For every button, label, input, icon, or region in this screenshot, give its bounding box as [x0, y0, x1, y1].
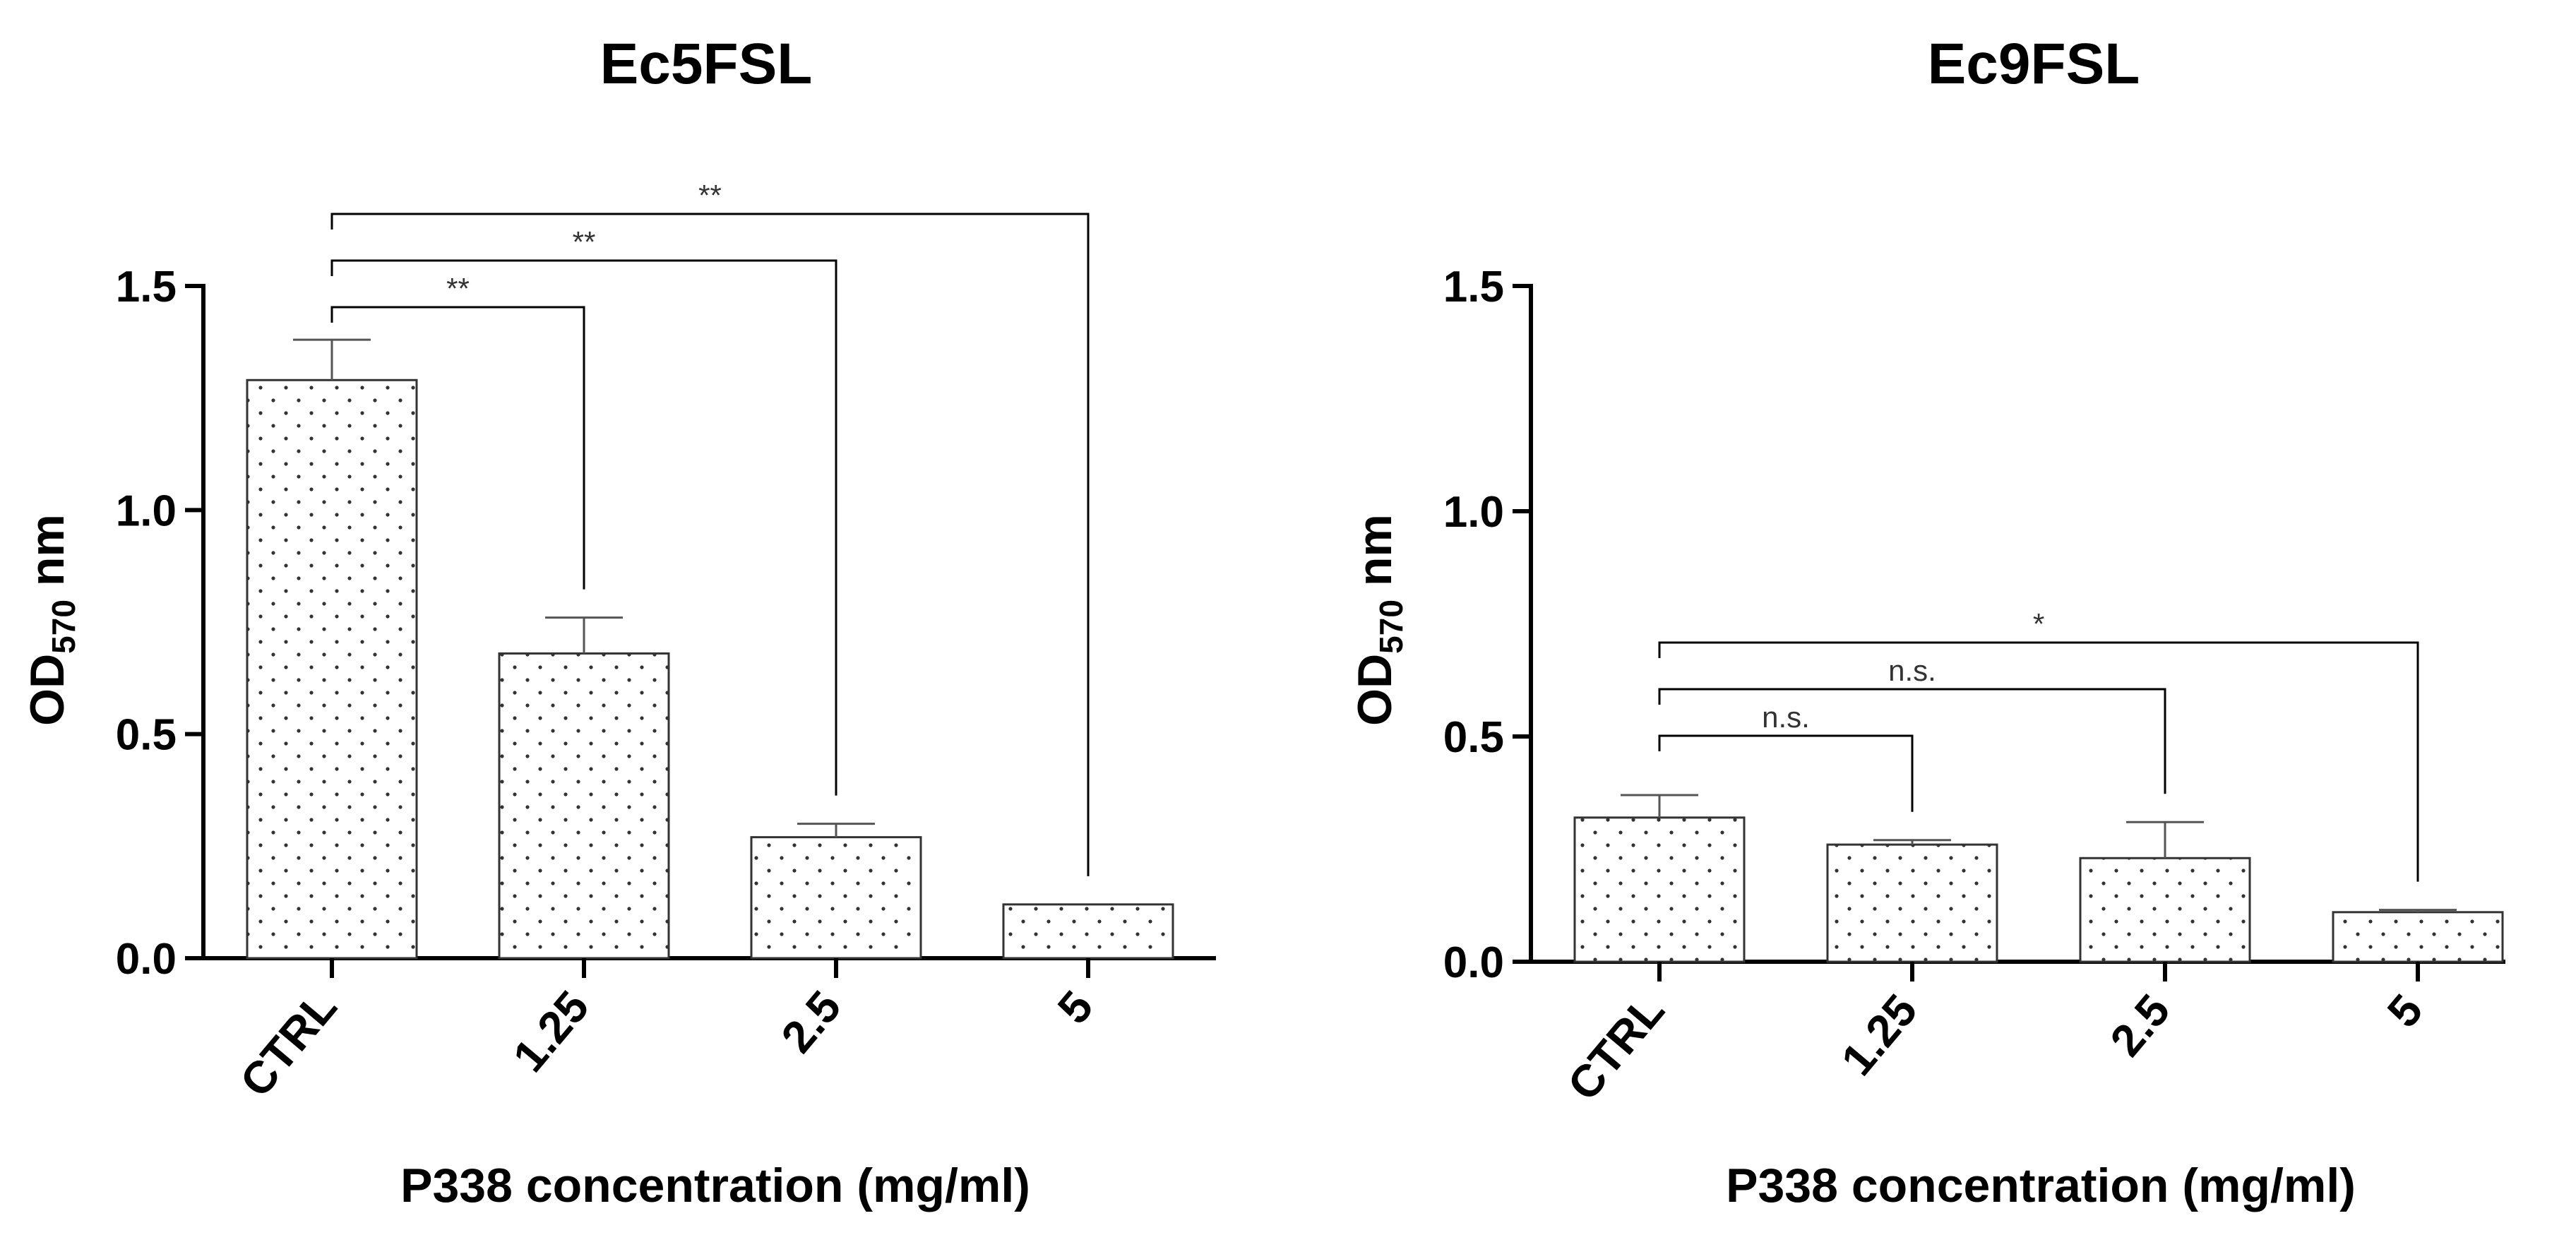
y-axis-title-subscript: 570 — [1373, 599, 1409, 654]
significance-bracket — [1658, 734, 1914, 812]
bar — [750, 836, 922, 960]
y-axis-title: OD570 nm — [20, 514, 82, 726]
x-tick-label: 1.25 — [503, 982, 599, 1082]
chart-title: Ec9FSL — [1928, 32, 2140, 96]
significance-label: n.s. — [1888, 654, 1936, 687]
bar — [2332, 911, 2504, 963]
y-axis-title-subscript: 570 — [45, 599, 82, 654]
significance-bracket — [1658, 688, 2166, 794]
x-axis-title: P338 concentration (mg/ml) — [1726, 1159, 2356, 1212]
x-tick-label: 2.5 — [771, 982, 850, 1062]
y-axis-title-suffix: nm — [20, 514, 74, 599]
svg-text:OD570 nm: OD570 nm — [1348, 514, 1409, 726]
x-tick-label: 1.25 — [1832, 985, 1927, 1085]
y-tick-label: 1.5 — [1443, 263, 1504, 311]
bar — [2079, 857, 2251, 963]
significance-label: ** — [446, 272, 470, 305]
svg-text:OD570 nm: OD570 nm — [20, 514, 82, 726]
significance-bracket — [330, 259, 837, 796]
x-tick-label: 2.5 — [2100, 985, 2179, 1066]
y-axis-title-main: OD — [20, 654, 74, 726]
x-tick-label: 5 — [1048, 982, 1103, 1034]
significance-label: * — [2033, 607, 2044, 640]
chart-title: Ec5FSL — [600, 32, 813, 96]
significance-bracket — [330, 306, 585, 590]
y-tick-label: 0.0 — [1443, 938, 1504, 987]
y-axis-title: OD570 nm — [1348, 514, 1409, 726]
bar — [1573, 816, 1746, 963]
x-tick-label: 5 — [2378, 985, 2433, 1037]
chart-panel-ec9fsl: Ec9FSL OD570 nm P338 concentration (mg/m… — [1348, 32, 2505, 1212]
x-tick-label: CTRL — [230, 982, 347, 1106]
y-tick-label: 1.0 — [1443, 488, 1504, 537]
chart-panel-ec5fsl: Ec5FSL OD570 nm P338 concentration (mg/m… — [20, 32, 1216, 1212]
significance-bracket — [330, 213, 1090, 876]
significance-label: ** — [573, 225, 596, 258]
bar — [246, 378, 418, 960]
y-axis-title-suffix: nm — [1348, 514, 1402, 599]
bar — [1002, 903, 1174, 960]
significance-label: ** — [698, 179, 722, 212]
x-axis-title: P338 concentration (mg/ml) — [400, 1159, 1030, 1212]
significance-bracket — [1658, 641, 2419, 882]
y-tick-label: 1.5 — [116, 263, 177, 311]
significance-label: n.s. — [1762, 700, 1810, 734]
y-tick-label: 1.0 — [116, 487, 177, 535]
y-axis-title-main: OD — [1348, 654, 1402, 726]
y-tick-label: 0.5 — [1443, 713, 1504, 762]
bar — [498, 652, 670, 960]
bar — [1826, 843, 1998, 963]
x-tick-label: CTRL — [1558, 985, 1674, 1110]
y-tick-label: 0.0 — [116, 935, 177, 984]
y-tick-label: 0.5 — [116, 711, 177, 760]
